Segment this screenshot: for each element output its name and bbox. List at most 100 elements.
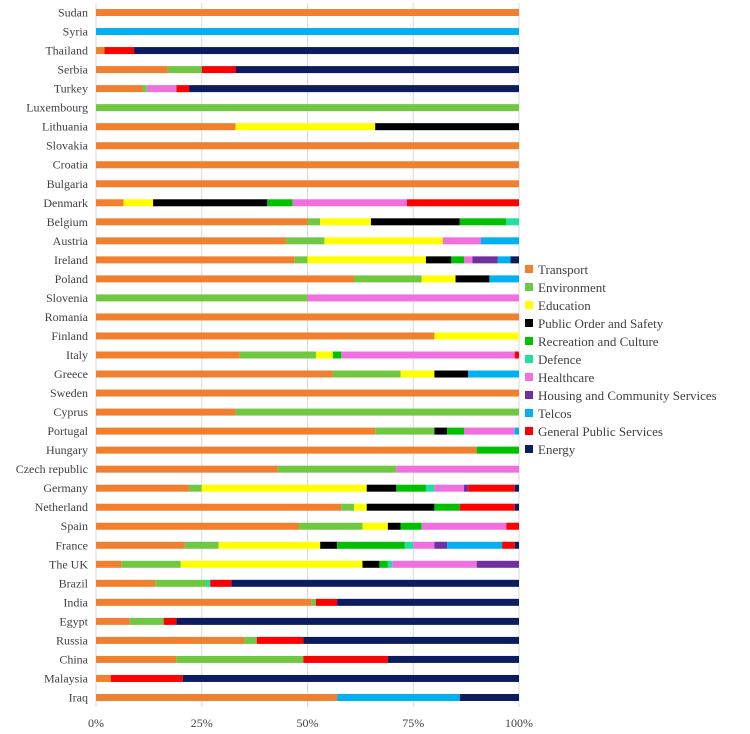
bar-segment [366, 503, 435, 511]
bar-segment [163, 617, 177, 625]
category-label: Serbia [57, 63, 88, 77]
category-label: Hungary [46, 443, 88, 457]
bar-segment [96, 332, 435, 340]
bar-segment [142, 85, 147, 93]
bar-segment [514, 503, 519, 511]
bar-segment [184, 541, 219, 549]
category-label: Austria [53, 234, 89, 248]
category-label: Slovenia [46, 291, 89, 305]
legend-label: Environment [538, 280, 606, 295]
bar-segment [176, 617, 519, 625]
bar-segment [464, 256, 473, 264]
bar-segment [421, 275, 456, 283]
bar-segment [307, 218, 321, 226]
bar-segment [267, 199, 293, 207]
bar-segment [96, 579, 156, 587]
category-label: Brazil [59, 576, 89, 590]
bar-segment [332, 351, 342, 359]
bar-segment [180, 560, 363, 568]
bar-segment [286, 237, 325, 245]
bar-segment [337, 541, 405, 549]
category-label: Germany [43, 481, 88, 495]
legend-swatch [525, 427, 533, 435]
bar-segment [96, 104, 519, 112]
category-label: Denmark [43, 196, 88, 210]
legend-swatch [525, 319, 533, 327]
bar-segment [421, 522, 507, 530]
bar-segment [307, 256, 426, 264]
category-label: Netherland [35, 500, 88, 514]
bar-segment [354, 503, 367, 511]
legend-swatch [525, 373, 533, 381]
legend-label: Education [538, 298, 591, 313]
x-axis-tick-labels: 0% 25% 50% 75% 100% [88, 716, 533, 730]
bar-segment [110, 674, 183, 682]
bar-segment [514, 427, 519, 435]
bar-segment [425, 256, 452, 264]
legend-swatch [525, 445, 533, 453]
bar-segment [205, 579, 211, 587]
bar-segment [96, 218, 308, 226]
x-tick-label: 75% [402, 716, 424, 730]
bar-segment [434, 503, 460, 511]
bar-segment [104, 47, 135, 55]
x-tick-label: 50% [297, 716, 319, 730]
bar-segment [459, 503, 515, 511]
bar-segment [387, 655, 519, 663]
bar-segment [447, 427, 465, 435]
bar-segment [244, 636, 257, 644]
category-label: Egypt [59, 614, 88, 628]
bar-segment [472, 256, 498, 264]
bars [96, 9, 520, 701]
bar-segment [354, 275, 422, 283]
legend-label: Healthcare [538, 370, 595, 385]
category-label: Belgium [47, 215, 89, 229]
bar-segment [337, 693, 460, 701]
bar-segment [134, 47, 519, 55]
bar-segment [387, 522, 401, 530]
category-label: Sweden [50, 386, 88, 400]
category-label: Malaysia [44, 671, 89, 685]
bar-segment [235, 123, 376, 131]
bar-segment [96, 522, 300, 530]
bar-segment [96, 674, 111, 682]
category-label: The UK [49, 557, 88, 571]
bar-segment [387, 560, 393, 568]
bar-segment [502, 541, 515, 549]
bar-segment [201, 484, 367, 492]
bar-segment [510, 256, 519, 264]
category-label: Thailand [45, 44, 88, 58]
bar-segment [497, 256, 511, 264]
legend-swatch [525, 337, 533, 345]
bar-segment [464, 427, 515, 435]
bar-segment [231, 579, 520, 587]
bar-segment [235, 66, 519, 74]
bar-segment [396, 465, 519, 473]
bar-segment [96, 617, 130, 625]
bar-segment [341, 351, 515, 359]
bar-segment [434, 370, 469, 378]
category-label: Luxembourg [26, 101, 88, 115]
category-label: India [63, 595, 88, 609]
category-label: Cyprus [53, 405, 88, 419]
bar-segment [396, 484, 426, 492]
bar-segment [375, 427, 435, 435]
x-tick-label: 0% [88, 716, 104, 730]
legend-label: Telcos [538, 406, 572, 421]
bar-segment [96, 313, 519, 321]
bar-segment [218, 541, 321, 549]
bar-segment [468, 370, 519, 378]
bar-segment [447, 541, 503, 549]
bar-segment [459, 218, 507, 226]
category-label: Czech republic [16, 462, 88, 476]
legend-label: General Public Services [538, 424, 663, 439]
category-label: Poland [55, 272, 88, 286]
bar-segment [121, 560, 181, 568]
category-label: Spain [61, 519, 88, 533]
bar-segment [96, 693, 338, 701]
bar-segment [96, 161, 519, 169]
bar-segment [96, 275, 355, 283]
bar-segment [324, 237, 443, 245]
bar-segment [299, 522, 363, 530]
bar-segment [292, 199, 407, 207]
